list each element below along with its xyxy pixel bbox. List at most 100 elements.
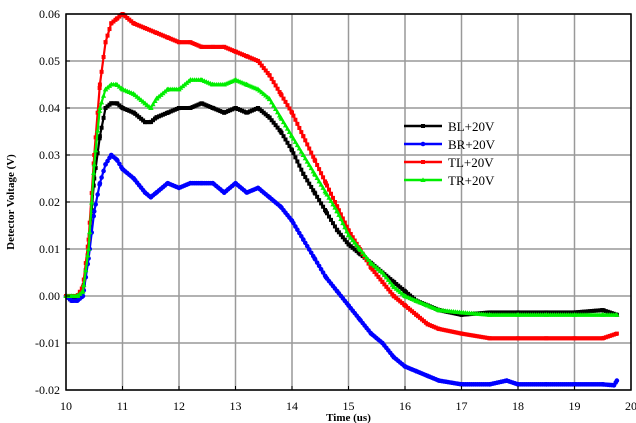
trace-marker-tl-20v	[285, 103, 290, 108]
trace-marker-bl-20v	[277, 128, 282, 133]
trace-marker-tr-20v	[336, 212, 342, 217]
trace-marker-tl-20v	[346, 228, 351, 233]
trace-marker-tr-20v	[288, 132, 295, 138]
trace-marker-tl-20v	[99, 69, 104, 74]
trace-marker-tl-20v	[344, 224, 349, 229]
data-point-tr-20v	[91, 161, 97, 167]
trace-marker-tr-20v	[314, 175, 320, 181]
trace-marker-tr-20v	[383, 274, 389, 280]
trace-marker-tr-20v	[324, 191, 330, 197]
trace-marker-tr-20v	[340, 220, 346, 226]
trace-marker-bl-20v	[338, 232, 343, 237]
trace-marker-bl-20v	[319, 201, 324, 206]
trace-marker-tl-20v	[305, 142, 310, 147]
trace-marker-tr-20v	[95, 127, 101, 133]
x-axis-label: Time (us)	[326, 412, 371, 423]
trace-marker-bl-20v	[99, 125, 104, 130]
trace-marker-tl-20v	[372, 270, 377, 275]
trace-marker-tr-20v	[286, 129, 293, 134]
trace-marker-bl-20v	[293, 155, 298, 160]
trace-marker-tr-20v	[344, 228, 350, 234]
trace-marker-tr-20v	[387, 279, 393, 285]
trace-marker-bl-20v	[299, 167, 304, 172]
trace-marker-tr-20v	[290, 135, 297, 141]
trace-marker-tl-20v	[303, 138, 308, 143]
trace-marker-tr-20v	[296, 145, 302, 151]
trace-marker-tl-20v	[364, 258, 369, 263]
legend-label-tr-20v: TR+20V	[448, 173, 495, 188]
trace-marker-tr-20v	[81, 282, 87, 287]
trace-marker-tr-20v	[358, 247, 364, 253]
trace-marker-tl-20v	[323, 179, 328, 184]
legend-marker-bl-20v	[421, 124, 425, 128]
trace-marker-bl-20v	[328, 217, 333, 222]
trace-marker-tr-20v	[273, 106, 279, 111]
trace-marker-tr-20v	[318, 182, 324, 187]
trace-marker-tr-20v	[89, 199, 95, 205]
trace-marker-tl-20v	[265, 70, 270, 75]
trace-marker-tl-20v	[301, 134, 306, 139]
trace-marker-tl-20v	[263, 68, 268, 73]
trace-marker-tl-20v	[289, 109, 294, 114]
data-point-br-20v	[91, 209, 97, 214]
trace-marker-tl-20v	[257, 61, 262, 66]
data-point-tl-20v	[97, 82, 102, 87]
legend-label-br-20v: BR+20V	[448, 137, 496, 152]
tick-layer: 10 11 12 13 14 15 16 17 18 19 20 -0.02 -0.01 0.00 0.01…	[35, 7, 636, 413]
trace-marker-tl-20v	[338, 212, 343, 217]
trace-marker-tl-20v	[293, 117, 298, 122]
trace-marker-bl-20v	[295, 159, 300, 164]
trace-marker-bl-20v	[303, 175, 308, 180]
x-tick-label: 19	[569, 399, 581, 413]
trace-marker-tl-20v	[79, 286, 84, 291]
trace-marker-tl-20v	[328, 191, 333, 196]
trace-marker-tl-20v	[97, 86, 102, 91]
trace-marker-tl-20v	[380, 279, 385, 284]
trace-marker-bl-20v	[279, 130, 284, 135]
legend-marker-tl-20v	[421, 160, 425, 164]
trace-marker-tl-20v	[269, 76, 274, 81]
trace-marker-tl-20v	[287, 106, 292, 111]
trace-marker-tr-20v	[276, 112, 283, 118]
trace-marker-br-20v	[99, 175, 104, 180]
trace-marker-tl-20v	[327, 187, 332, 192]
trace-marker-tr-20v	[292, 139, 298, 144]
trace-marker-bl-20v	[313, 191, 318, 196]
series-layer	[63, 12, 620, 388]
trace-marker-tr-20v	[342, 224, 348, 230]
trace-marker-tr-20v	[97, 108, 103, 113]
trace-marker-tl-20v	[297, 125, 302, 130]
trace-marker-tr-20v	[385, 277, 391, 282]
trace-marker-tl-20v	[273, 83, 278, 88]
trace-marker-bl-20v	[291, 151, 296, 156]
trace-marker-tl-20v	[275, 86, 280, 91]
trace-marker-tr-20v	[274, 109, 281, 115]
legend-label-tl-20v: TL+20V	[448, 155, 494, 170]
trace-marker-tr-20v	[613, 312, 619, 317]
trace-marker-bl-20v	[297, 163, 302, 168]
trace-marker-bl-20v	[289, 147, 294, 152]
trace-marker-tr-20v	[381, 272, 387, 277]
trace-marker-tl-20v	[334, 204, 339, 209]
legend: BL+20V BR+20V TL+20V TR+20V	[404, 119, 496, 188]
trace-marker-br-20v	[97, 182, 102, 187]
trace-marker-tl-20v	[255, 58, 260, 63]
legend-marker-tr-20v	[420, 177, 426, 182]
trace-marker-br-20v	[95, 192, 100, 197]
trace-marker-tr-20v	[304, 158, 310, 164]
trace-marker-tl-20v	[378, 277, 383, 282]
trace-marker-tr-20v	[362, 252, 368, 257]
y-tick-label: 0.02	[39, 195, 60, 209]
trace-marker-tl-20v	[295, 121, 300, 126]
trace-marker-tr-20v	[312, 172, 318, 177]
trace-marker-tl-20v	[279, 93, 284, 98]
trace-marker-tl-20v	[101, 55, 106, 60]
trace-marker-tr-20v	[152, 98, 158, 103]
trace-marker-bl-20v	[327, 214, 332, 219]
trace-marker-bl-20v	[323, 207, 328, 212]
trace-marker-tr-20v	[363, 254, 370, 260]
trace-marker-tl-20v	[313, 158, 318, 163]
trace-marker-tr-20v	[79, 289, 85, 295]
